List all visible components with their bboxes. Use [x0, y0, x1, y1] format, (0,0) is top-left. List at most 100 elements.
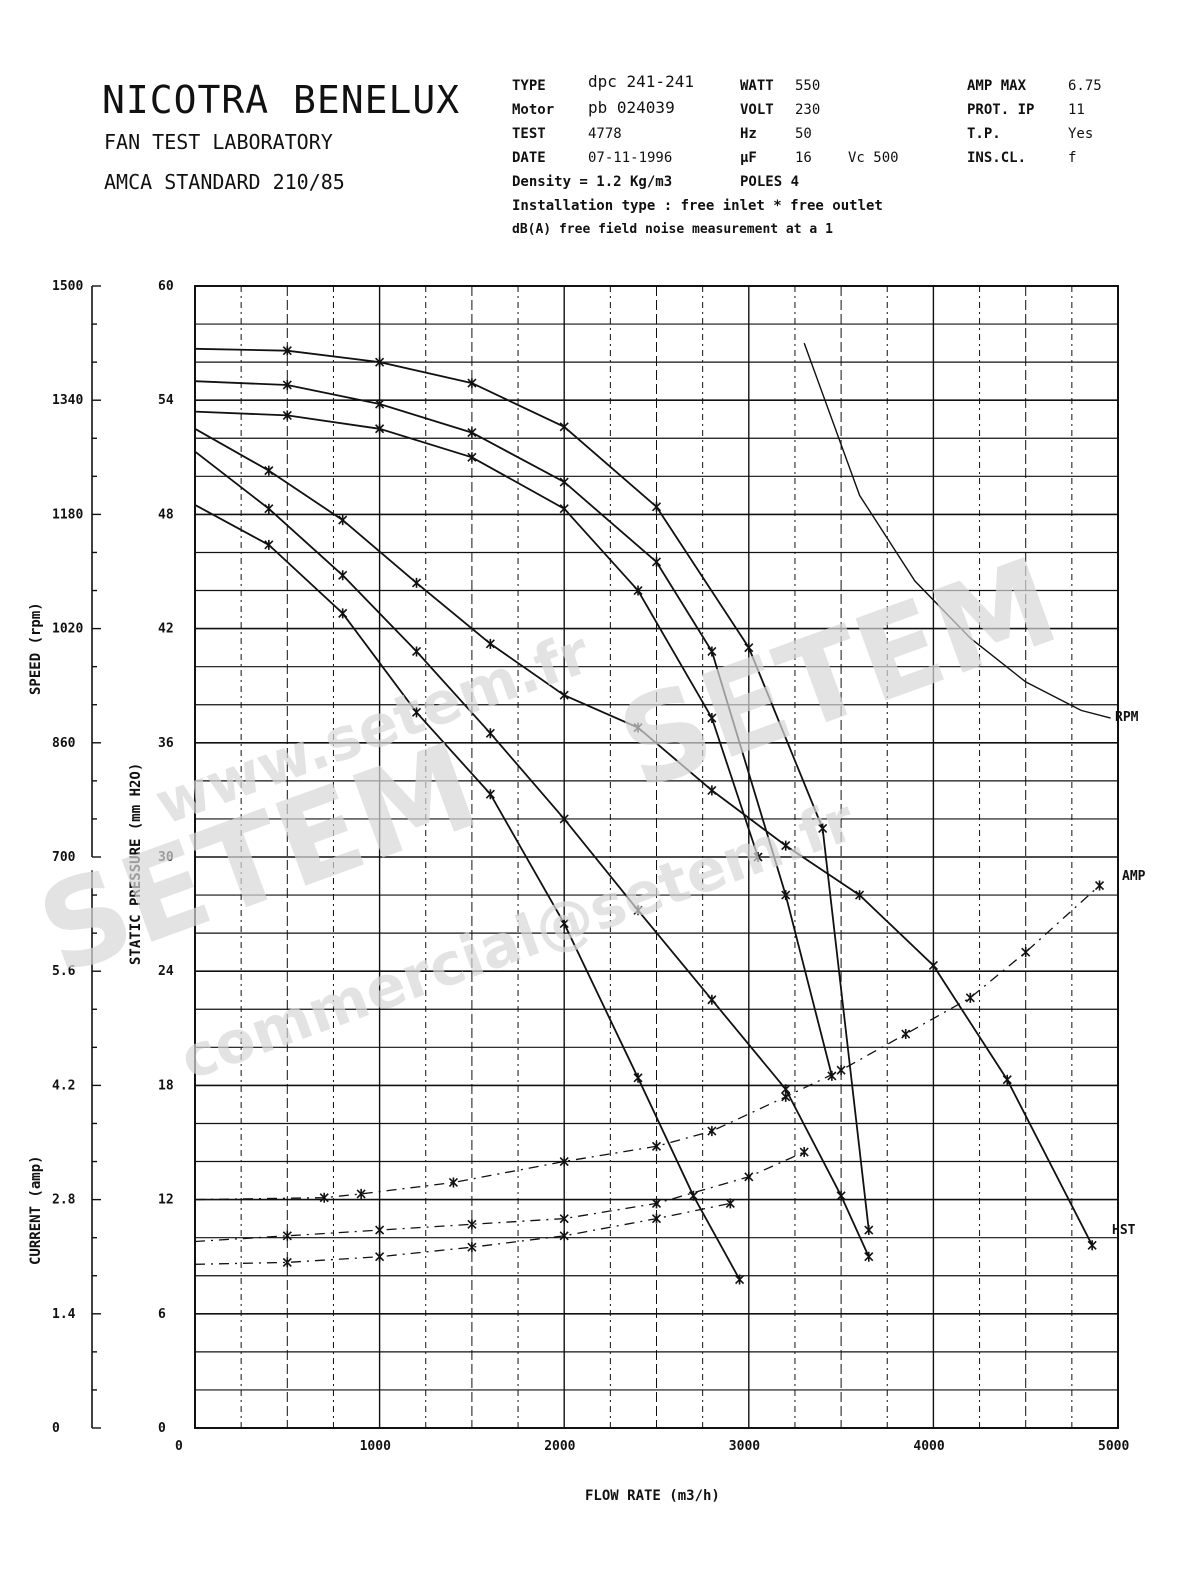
spec-test-value: 4778 [588, 126, 622, 142]
pressure-curve-point [818, 823, 828, 834]
current-curve-point [1021, 947, 1031, 958]
pressure-tick-label: 30 [158, 850, 174, 865]
current-curve-point [282, 1230, 292, 1241]
plot-frame [194, 285, 1119, 1429]
current-curve-point [1094, 880, 1105, 891]
spec-poles: POLES 4 [740, 174, 800, 190]
speed-tick-label: 700 [52, 850, 76, 865]
spec-tp-value: Yes [1068, 126, 1094, 142]
pressure-curve-point [781, 840, 791, 851]
rpm-curve [803, 342, 1111, 719]
chart-series [194, 342, 1111, 1285]
current-curve-point [651, 1141, 662, 1152]
current-curve-point [559, 1230, 569, 1241]
spec-density: Density = 1.2 Kg/m3 [512, 174, 673, 190]
current-curve [194, 1202, 731, 1265]
pressure-curve-point [864, 1225, 874, 1236]
current-curve-point [744, 1171, 754, 1182]
spec-volt-label: VOLT [740, 102, 774, 118]
pressure-curve-point [485, 789, 495, 800]
pressure-curve-point [559, 690, 569, 701]
pressure-tick-label: 60 [158, 279, 174, 294]
spec-install: Installation type : free inlet * free ou… [512, 198, 883, 214]
watermark-brand-2: SETEM [602, 532, 1074, 817]
amp-curve-label: AMP [1122, 869, 1146, 884]
pressure-curve-point [375, 399, 385, 410]
pressure-curve-point [744, 642, 754, 653]
current-curve-point [799, 1147, 809, 1158]
pressure-curve-point [1002, 1074, 1012, 1085]
spec-hz-value: 50 [795, 126, 812, 142]
current-tick-label: 4.2 [52, 1078, 75, 1093]
pressure-curve-point [707, 646, 717, 657]
pressure-curve-point [633, 722, 643, 733]
speed-tick-label: 1020 [52, 622, 83, 637]
spec-date-value: 07-11-1996 [588, 150, 673, 166]
spec-type-label: TYPE [512, 78, 546, 94]
standard-subtitle: AMCA STANDARD 210/85 [104, 170, 345, 194]
speed-tick-label: 1180 [52, 507, 83, 522]
spec-ampmax-label: AMP MAX [967, 78, 1027, 94]
pressure-curve-point [264, 539, 274, 550]
pressure-tick-label: 24 [158, 964, 174, 979]
lab-subtitle: FAN TEST LABORATORY [104, 130, 333, 154]
y-axis-label-current: CURRENT (amp) [28, 1155, 44, 1265]
pressure-tick-label: 6 [158, 1307, 166, 1322]
current-tick-label: 0 [52, 1421, 60, 1436]
spec-watt-value: 550 [795, 78, 821, 94]
pressure-curve-point [707, 994, 717, 1005]
pressure-tick-label: 42 [158, 622, 174, 637]
pressure-curve-point [264, 465, 274, 476]
pressure-curve-point [707, 713, 717, 724]
current-curve-point [725, 1198, 735, 1209]
pressure-curve-point [559, 503, 569, 514]
pressure-curve-point [836, 1190, 846, 1201]
pressure-curve-point [467, 452, 477, 463]
pressure-curve-point [735, 1274, 745, 1285]
spec-motor-value: pb 024039 [588, 98, 675, 117]
current-curve-point [319, 1192, 329, 1203]
pressure-curve [194, 410, 759, 858]
pressure-curve-point [559, 477, 569, 488]
pressure-curve-point [854, 890, 865, 901]
current-curve-point [375, 1251, 385, 1262]
pressure-curve-point [338, 570, 348, 581]
current-curve-point [356, 1188, 366, 1199]
current-curve-point [707, 1126, 717, 1137]
pressure-curve-point [928, 960, 938, 971]
pressure-curve-point [651, 501, 662, 512]
spec-test-label: TEST [512, 126, 546, 142]
current-curve-point [781, 1091, 791, 1102]
pressure-tick-label: 54 [158, 393, 174, 408]
speed-tick-label: 1500 [52, 279, 83, 294]
x-tick-label: 3000 [729, 1439, 760, 1454]
pressure-curve-point [411, 646, 422, 657]
current-tick-label: 5.6 [52, 964, 76, 979]
y-axis-label-pressure: STATIC PRESSURE (mm H2O) [128, 763, 144, 965]
pressure-curve-point [467, 378, 477, 389]
current-curve-point [651, 1198, 662, 1209]
spec-prot-label: PROT. IP [967, 102, 1035, 118]
spec-uf-label: μF [740, 150, 757, 166]
spec-uf-value: 16 [795, 150, 812, 166]
pressure-curve-point [1087, 1240, 1097, 1251]
current-curve-point [836, 1065, 846, 1076]
pressure-curve-point [264, 503, 274, 514]
pressure-tick-label: 0 [158, 1421, 166, 1436]
chart-axes: 0 1000 2000 3000 4000 5000 0 6 12 18 24 30 36 42 48 54 6… [52, 279, 1129, 1454]
spec-inscl-value: f [1068, 150, 1077, 166]
x-tick-label: 4000 [913, 1439, 944, 1454]
current-curve-point [965, 992, 975, 1003]
pressure-curve-point [688, 1190, 698, 1201]
hst-curve-label: HST [1112, 1223, 1136, 1238]
pressure-curve-point [633, 585, 643, 596]
spec-motor-label: Motor [512, 102, 555, 118]
pressure-curve-point [781, 890, 791, 901]
pressure-curve-point [864, 1251, 874, 1262]
pressure-curve-point [375, 357, 385, 368]
pressure-curve-point [282, 379, 292, 390]
spec-watt-label: WATT [740, 78, 774, 94]
pressure-curve-point [485, 728, 495, 739]
spec-ampmax-value: 6.75 [1068, 78, 1102, 94]
